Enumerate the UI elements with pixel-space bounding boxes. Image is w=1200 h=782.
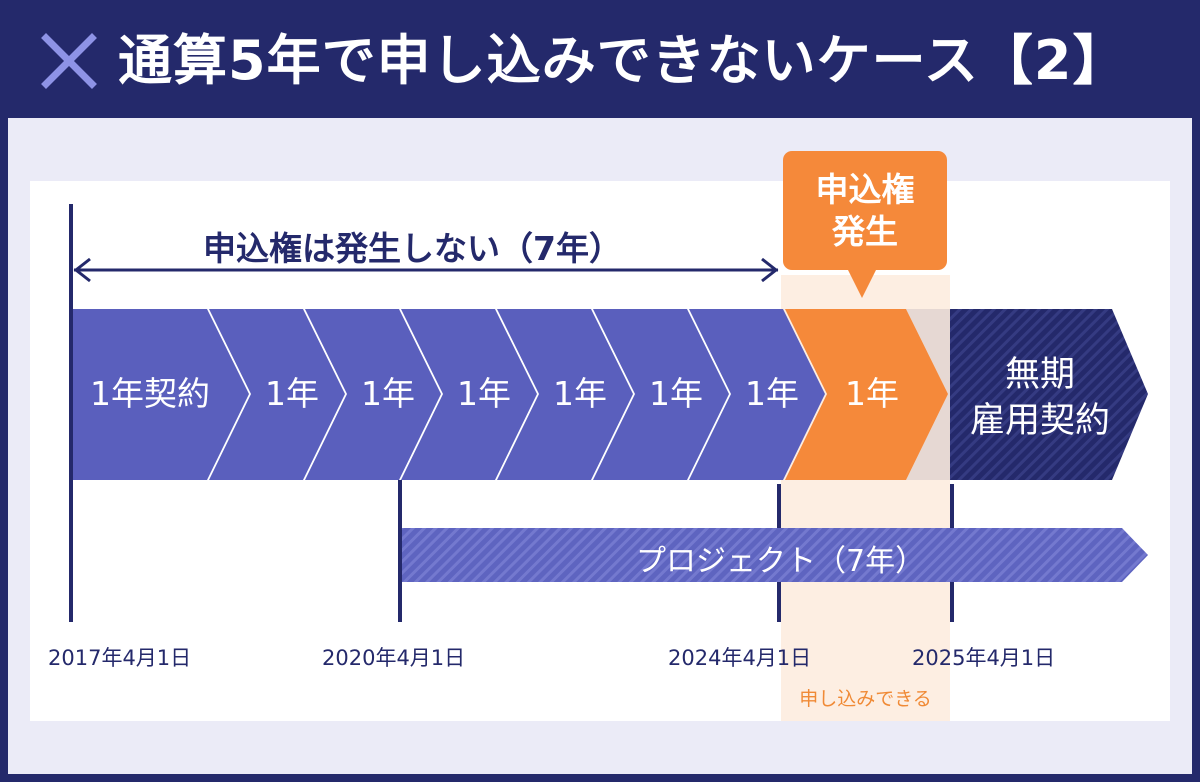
project-bar [400,528,1148,582]
date-2024: 2024年4月1日 [668,646,812,670]
final-segment-line-2: 雇用契約 [969,401,1110,441]
date-2025: 2025年4月1日 [912,646,1056,670]
segment-5-shape [497,309,633,480]
overlap-zone [906,309,950,480]
segment-2-shape [209,309,345,480]
project-label: プロジェクト（7年） [636,544,926,579]
page-title: 通算5年で申し込みできないケース【2】 [118,29,1128,92]
range-arrow [73,257,779,283]
segment-7-shape [689,309,825,480]
segment-5-label: 1年 [553,374,607,413]
segment-8-label: 1年 [845,374,899,413]
final-segment-line-1: 無期 [1004,355,1075,395]
segment-3-label: 1年 [361,374,415,413]
segment-8-shape [785,309,948,480]
segment-1-label: 1年契約 [90,374,210,413]
date-2020: 2020年4月1日 [322,646,466,670]
callout-line-2: 発生 [832,212,898,251]
segment-3-shape [305,309,441,480]
segment-6-label: 1年 [649,374,703,413]
segment-2-label: 1年 [265,374,319,413]
segment-7-label: 1年 [745,374,799,413]
cross-icon [41,33,97,89]
final-segment-shape [950,309,1148,480]
segment-4-label: 1年 [457,374,511,413]
segment-1-shape [70,309,249,480]
header: 通算5年で申し込みできないケース【2】 [0,0,1200,118]
segment-6-shape [593,309,729,480]
range-label: 申込権は発生しない（7年） [203,229,622,268]
apply-note: 申し込みできる [799,688,932,710]
segment-4-shape [401,309,537,480]
callout-box [783,151,947,298]
callout-line-1: 申込権 [815,170,915,209]
date-2017: 2017年4月1日 [48,646,192,670]
